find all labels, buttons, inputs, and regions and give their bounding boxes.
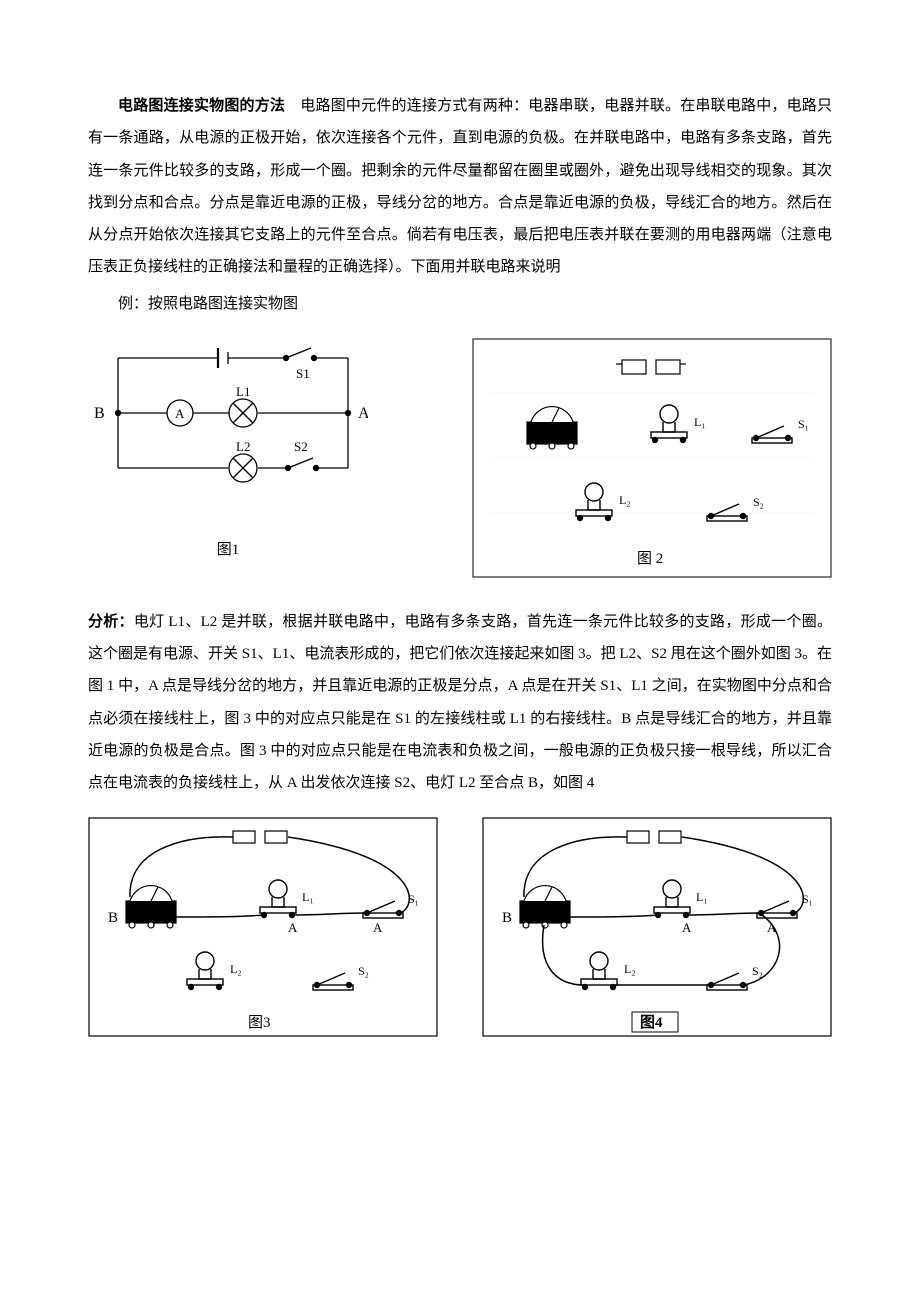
physical-wired-3-icon: L₁ S₁ L₂ — [88, 817, 438, 1037]
svg-text:A: A — [767, 920, 777, 935]
svg-text:S2: S2 — [294, 439, 308, 454]
svg-text:图3: 图3 — [248, 1014, 271, 1031]
example-line: 例：按照电路图连接实物图 — [88, 288, 832, 320]
figure-3: L₁ S₁ L₂ — [88, 817, 438, 1037]
figure-1: S1 L1 L2 S2 A A B 图1 — [88, 338, 368, 578]
svg-text:A: A — [175, 406, 185, 421]
svg-text:L1: L1 — [236, 384, 250, 399]
svg-text:B: B — [94, 405, 105, 422]
svg-text:S₂: S₂ — [753, 495, 764, 509]
intro-paragraph: 电路图连接实物图的方法 电路图中元件的连接方式有两种：电器串联，电器并联。在串联… — [88, 90, 832, 284]
physical-layout-icon: L₁ S₁ L₂ — [472, 338, 832, 578]
svg-text:L₁: L₁ — [302, 890, 314, 904]
physical-wired-4-icon: L₁ S₁ — [482, 817, 832, 1037]
figure-row-2: L₁ S₁ L₂ — [88, 817, 832, 1037]
svg-text:A: A — [682, 920, 692, 935]
svg-text:B: B — [502, 910, 512, 926]
intro-text: 电路图中元件的连接方式有两种：电器串联，电器并联。在串联电路中，电路只有一条通路… — [88, 98, 832, 275]
figure-2: L₁ S₁ L₂ — [472, 338, 832, 578]
svg-text:S₂: S₂ — [358, 964, 369, 978]
analysis-text: 电灯 L1、L2 是并联，根据并联电路中，电路有多条支路，首先连一条元件比较多的… — [88, 614, 832, 791]
section-title: 电路图连接实物图的方法 — [118, 97, 285, 114]
svg-text:S₂: S₂ — [752, 964, 763, 978]
svg-text:B: B — [108, 910, 118, 926]
svg-text:L₂: L₂ — [619, 493, 631, 507]
svg-text:L2: L2 — [236, 439, 250, 454]
svg-text:L₂: L₂ — [230, 962, 242, 976]
figure-4: L₁ S₁ — [482, 817, 832, 1037]
analysis-paragraph: 分析：电灯 L1、L2 是并联，根据并联电路中，电路有多条支路，首先连一条元件比… — [88, 606, 832, 800]
svg-text:L₁: L₁ — [696, 890, 708, 904]
analysis-label: 分析： — [88, 613, 134, 630]
svg-text:S1: S1 — [296, 366, 310, 381]
svg-text:L₁: L₁ — [694, 415, 706, 429]
svg-text:A: A — [288, 920, 298, 935]
svg-text:图 2: 图 2 — [637, 550, 663, 567]
circuit-diagram-icon: S1 L1 L2 S2 A A B — [88, 338, 368, 528]
svg-text:A: A — [358, 405, 368, 422]
svg-text:S₁: S₁ — [798, 417, 809, 431]
svg-text:L₂: L₂ — [624, 962, 636, 976]
svg-text:图4: 图4 — [640, 1014, 663, 1031]
svg-text:A: A — [373, 920, 383, 935]
figure-row-1: S1 L1 L2 S2 A A B 图1 — [88, 338, 832, 578]
figure-1-caption: 图1 — [217, 534, 240, 566]
